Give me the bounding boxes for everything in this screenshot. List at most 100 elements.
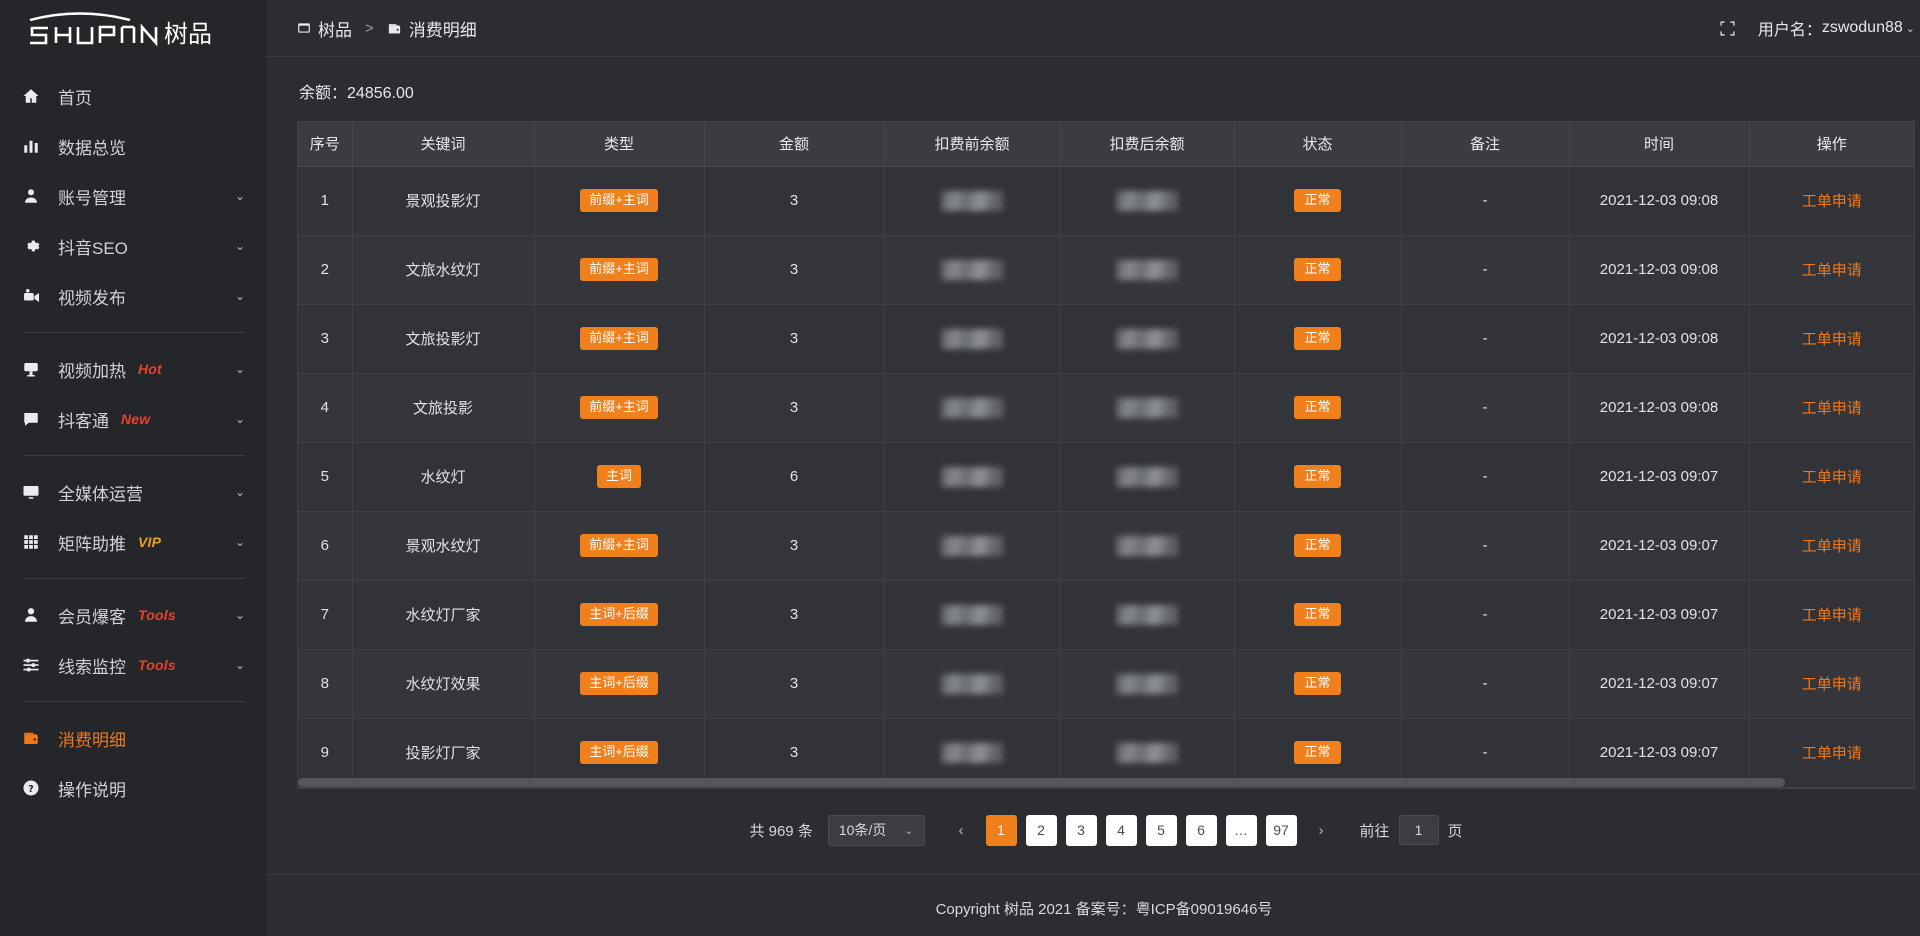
chevron-down-icon[interactable]: ⌄ [234, 239, 245, 253]
page-size-value: 10条/页 [838, 822, 887, 838]
redacted-value [941, 466, 1003, 487]
cell-keyword: 文旅投影灯 [352, 304, 535, 374]
pagination-page-1[interactable]: 1 [985, 814, 1017, 846]
work-order-apply-link[interactable]: 工单申请 [1801, 607, 1862, 624]
cell-balance-after [1060, 373, 1235, 443]
pagination-page-97[interactable]: 97 [1265, 814, 1297, 846]
chevron-down-icon[interactable]: ⌄ [234, 658, 245, 672]
pagination-page-6[interactable]: 6 [1185, 814, 1217, 846]
sidebar-divider [22, 332, 245, 333]
work-order-apply-link[interactable]: 工单申请 [1801, 193, 1862, 210]
work-order-apply-link[interactable]: 工单申请 [1801, 676, 1862, 693]
page-content: 余额：24856.00 序号 关键词 类型 金额 [267, 57, 1920, 874]
table-head: 序号 关键词 类型 金额 扣费前余额 扣费后余额 状态 备注 时间 操作 [298, 122, 1914, 167]
cell-amount: 3 [704, 304, 885, 374]
chevron-down-icon[interactable]: ⌄ [234, 535, 245, 549]
type-badge: 前缀+主词 [580, 396, 658, 419]
sidebar-item-lead-monitor[interactable]: 线索监控 Tools ⌄ [0, 640, 267, 690]
chevron-down-icon[interactable]: ⌄ [1905, 22, 1915, 35]
horizontal-scrollbar[interactable] [298, 777, 1914, 788]
breadcrumb-label-root: 树品 [318, 20, 352, 40]
sidebar-item-matrix-boost[interactable]: 矩阵助推 VIP ⌄ [0, 517, 267, 567]
status-badge: 正常 [1294, 465, 1341, 488]
chevron-down-icon[interactable]: ⌄ [234, 412, 245, 426]
goto-page-input[interactable] [1398, 815, 1439, 845]
sidebar-item-instructions[interactable]: ? 操作说明 [0, 763, 267, 813]
pagination-page-3[interactable]: 3 [1065, 814, 1097, 846]
cell-keyword: 投影灯厂家 [352, 718, 535, 788]
chevron-down-icon[interactable]: ⌄ [234, 608, 245, 622]
pagination-page-2[interactable]: 2 [1025, 814, 1057, 846]
footer-text: Copyright 树品 2021 备案号：粤ICP备09019646号 [935, 901, 1273, 918]
sidebar-item-consumption-detail[interactable]: 消费明细 [0, 713, 267, 763]
balance-value: 24856.00 [347, 85, 414, 102]
sidebar-item-douketong[interactable]: 抖客通 New ⌄ [0, 394, 267, 444]
pagination-ellipsis[interactable]: … [1225, 814, 1257, 846]
sidebar-item-video-boost[interactable]: 视频加热 Hot ⌄ [0, 344, 267, 394]
type-badge: 主词+后缀 [580, 741, 658, 764]
brand-logo[interactable]: 树品 [0, 0, 267, 57]
sidebar-item-label: 全媒体运营 [58, 484, 143, 504]
page-size-select[interactable]: 10条/页 ⌄ [827, 814, 925, 846]
redacted-value [1116, 742, 1178, 763]
cell-time: 2021-12-03 09:07 [1569, 718, 1750, 788]
work-order-apply-link[interactable]: 工单申请 [1801, 331, 1862, 348]
sidebar-item-video-publish[interactable]: 视频发布 ⌄ [0, 271, 267, 321]
type-badge: 主词 [596, 465, 641, 488]
work-order-apply-link[interactable]: 工单申请 [1801, 262, 1862, 279]
col-remark: 备注 [1401, 122, 1570, 167]
sidebar-item-label: 视频加热 [58, 361, 126, 381]
redacted-value [941, 328, 1003, 349]
work-order-apply-link[interactable]: 工单申请 [1801, 400, 1862, 417]
consumption-table-wrapper: 序号 关键词 类型 金额 扣费前余额 扣费后余额 状态 备注 时间 操作 1 景观 [297, 121, 1915, 789]
cell-time: 2021-12-03 09:07 [1569, 442, 1750, 512]
cell-index: 4 [298, 373, 353, 443]
balance-line: 余额：24856.00 [297, 57, 1915, 121]
redacted-value [1116, 535, 1178, 556]
user-menu[interactable]: 用户名： zswodun88 ⌄ [1758, 16, 1915, 40]
sidebar-badge-new: New [121, 411, 151, 427]
cell-balance-after [1060, 235, 1235, 305]
col-keyword: 关键词 [352, 122, 535, 167]
redacted-value [941, 190, 1003, 211]
chevron-down-icon[interactable]: ⌄ [234, 289, 245, 303]
pagination-next[interactable]: › [1318, 821, 1324, 839]
chevron-down-icon[interactable]: ⌄ [234, 485, 245, 499]
work-order-apply-link[interactable]: 工单申请 [1801, 469, 1862, 486]
cell-remark: - [1401, 511, 1570, 581]
sidebar-item-home[interactable]: 首页 [0, 71, 267, 121]
type-badge: 前缀+主词 [580, 258, 658, 281]
sidebar-item-member-leads[interactable]: 会员爆客 Tools ⌄ [0, 590, 267, 640]
work-order-apply-link[interactable]: 工单申请 [1801, 538, 1862, 555]
cell-index: 3 [298, 304, 353, 374]
cell-action: 工单申请 [1749, 718, 1914, 788]
fullscreen-icon[interactable] [1719, 20, 1736, 37]
breadcrumb-item-root[interactable]: 树品 [297, 16, 352, 41]
cell-amount: 3 [704, 718, 885, 788]
cell-amount: 3 [704, 166, 885, 236]
cell-remark: - [1401, 649, 1570, 719]
sidebar-item-account-manage[interactable]: 账号管理 ⌄ [0, 171, 267, 221]
sidebar-item-omni-media[interactable]: 全媒体运营 ⌄ [0, 467, 267, 517]
sidebar-item-douyin-seo[interactable]: 抖音SEO ⌄ [0, 221, 267, 271]
cell-type: 主词+后缀 [534, 649, 705, 719]
question-circle-icon: ? [22, 779, 46, 797]
breadcrumb-item-current[interactable]: 消费明细 [387, 16, 477, 41]
sidebar-item-data-overview[interactable]: 数据总览 [0, 121, 267, 171]
pagination-page-5[interactable]: 5 [1145, 814, 1177, 846]
work-order-apply-link[interactable]: 工单申请 [1801, 745, 1862, 762]
chat-icon [22, 410, 46, 428]
table-row: 3 文旅投影灯 前缀+主词 3 正常 -2021-12-03 09:08 工单申请 [298, 304, 1914, 374]
chevron-down-icon[interactable]: ⌄ [234, 362, 245, 376]
redacted-value [1116, 604, 1178, 625]
redacted-value [1116, 466, 1178, 487]
monitor-icon [22, 483, 46, 501]
chevron-down-icon[interactable]: ⌄ [234, 189, 245, 203]
pagination-prev[interactable]: ‹ [958, 821, 964, 839]
scrollbar-thumb[interactable] [298, 777, 1785, 787]
type-badge: 前缀+主词 [580, 534, 658, 557]
cell-time: 2021-12-03 09:07 [1569, 649, 1750, 719]
cell-type: 前缀+主词 [534, 166, 705, 236]
cell-balance-after [1060, 166, 1235, 236]
pagination-page-4[interactable]: 4 [1105, 814, 1137, 846]
